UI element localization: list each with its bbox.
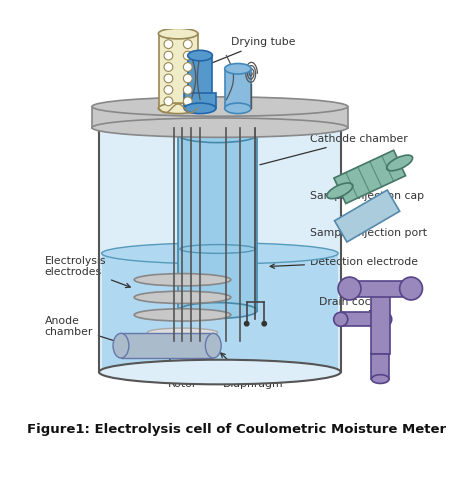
Bar	[188, 56, 212, 99]
Circle shape	[164, 74, 173, 83]
Bar	[159, 34, 198, 108]
Circle shape	[164, 63, 173, 71]
Ellipse shape	[101, 243, 338, 264]
Ellipse shape	[178, 302, 257, 318]
Circle shape	[338, 277, 361, 300]
Ellipse shape	[158, 103, 198, 114]
Ellipse shape	[188, 94, 212, 105]
Text: Diaphragm: Diaphragm	[221, 353, 283, 389]
Ellipse shape	[372, 375, 389, 384]
Text: Drying tube: Drying tube	[201, 37, 295, 68]
Bar	[341, 313, 385, 327]
Ellipse shape	[147, 328, 218, 337]
Bar	[372, 355, 389, 379]
Circle shape	[245, 322, 249, 326]
Bar	[92, 107, 348, 128]
Text: Rotor: Rotor	[158, 336, 197, 389]
Ellipse shape	[225, 63, 251, 74]
Ellipse shape	[327, 183, 353, 199]
Ellipse shape	[205, 333, 221, 358]
Text: Sample injection cap: Sample injection cap	[310, 175, 424, 201]
Ellipse shape	[158, 28, 198, 39]
Ellipse shape	[101, 361, 338, 383]
Text: Drain cock: Drain cock	[319, 297, 387, 318]
Ellipse shape	[387, 155, 412, 171]
Bar	[178, 135, 257, 311]
Text: Sample injection port: Sample injection port	[310, 209, 427, 238]
Ellipse shape	[134, 273, 231, 286]
Ellipse shape	[184, 103, 216, 114]
Ellipse shape	[188, 50, 212, 61]
Bar	[101, 254, 338, 372]
Bar	[349, 282, 411, 298]
Circle shape	[183, 51, 192, 60]
Text: Cathode chamber: Cathode chamber	[260, 134, 408, 165]
Ellipse shape	[134, 309, 231, 321]
Circle shape	[183, 63, 192, 71]
Polygon shape	[335, 190, 400, 242]
Text: Anode
chamber: Anode chamber	[45, 315, 126, 345]
Circle shape	[164, 40, 173, 49]
Circle shape	[262, 322, 266, 326]
Bar	[99, 113, 341, 372]
Circle shape	[183, 74, 192, 83]
Ellipse shape	[92, 118, 348, 137]
Bar	[371, 286, 390, 355]
Polygon shape	[334, 150, 406, 203]
Circle shape	[164, 85, 173, 94]
Ellipse shape	[92, 97, 348, 116]
Circle shape	[164, 97, 173, 106]
Ellipse shape	[99, 360, 341, 384]
Bar	[121, 333, 213, 358]
Ellipse shape	[225, 103, 251, 114]
Bar	[225, 69, 251, 108]
Text: Detection electrode: Detection electrode	[270, 257, 418, 269]
Text: Electrolysis
electrodes: Electrolysis electrodes	[45, 256, 130, 287]
Ellipse shape	[334, 313, 348, 327]
Circle shape	[183, 40, 192, 49]
Ellipse shape	[180, 244, 255, 254]
Ellipse shape	[99, 360, 341, 384]
Ellipse shape	[378, 313, 392, 327]
Circle shape	[164, 51, 173, 60]
Ellipse shape	[134, 291, 231, 303]
Ellipse shape	[113, 333, 129, 358]
Bar	[184, 93, 216, 108]
Circle shape	[400, 277, 422, 300]
Text: Figure1: Electrolysis cell of Coulometric Moisture Meter: Figure1: Electrolysis cell of Coulometri…	[27, 423, 447, 436]
Ellipse shape	[178, 127, 257, 142]
Circle shape	[183, 85, 192, 94]
Circle shape	[183, 97, 192, 106]
